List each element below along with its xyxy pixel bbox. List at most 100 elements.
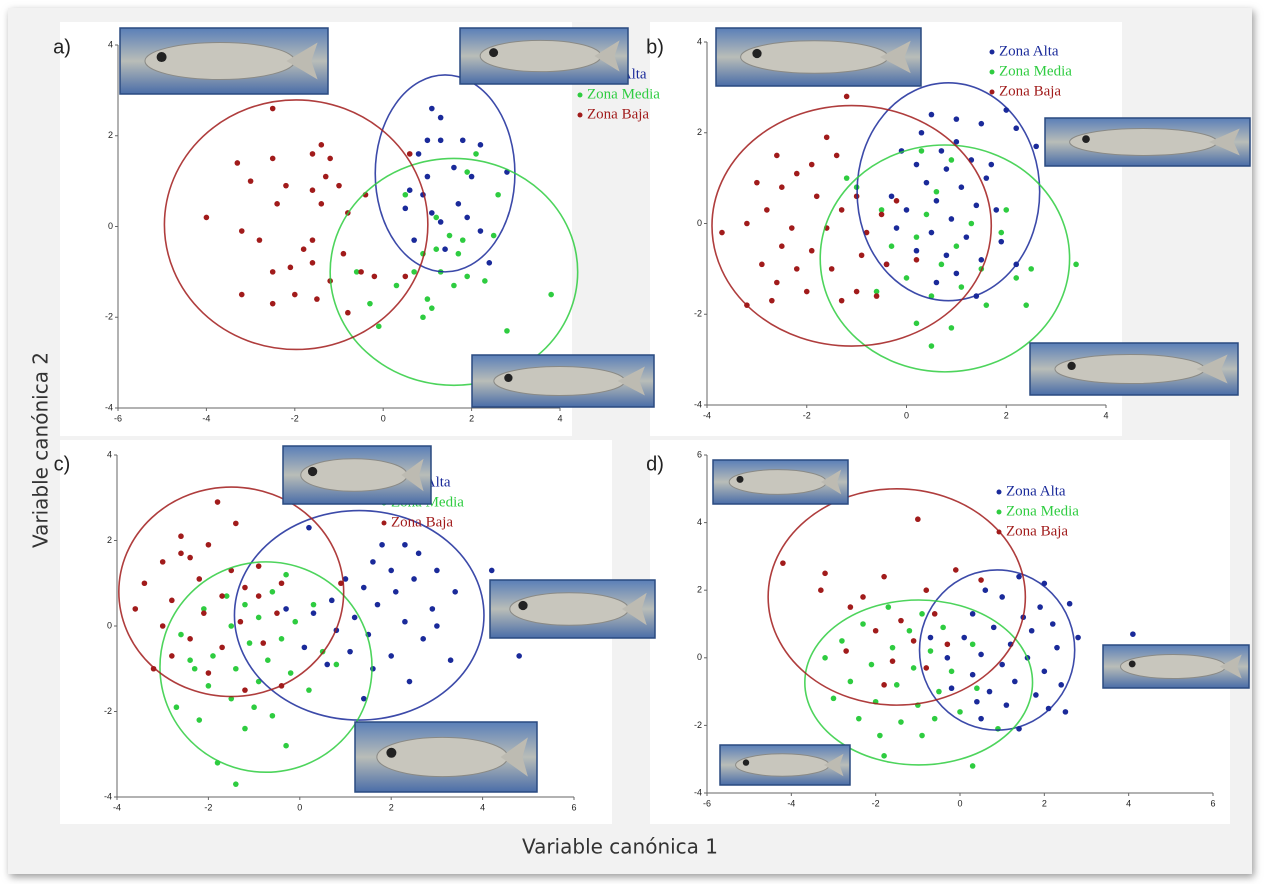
point (999, 662, 1005, 668)
point (824, 134, 830, 140)
point (1058, 682, 1064, 688)
point (932, 716, 938, 722)
x-tick-label: -4 (202, 413, 210, 423)
point (310, 237, 316, 243)
point (433, 246, 439, 252)
legend-marker (382, 521, 387, 526)
fish-eye (518, 601, 527, 610)
point (201, 610, 207, 616)
point (160, 559, 166, 565)
x-tick-label: 0 (381, 413, 386, 423)
fish-eye (157, 52, 167, 62)
point (860, 594, 866, 600)
point (187, 657, 193, 663)
y-tick-label: -4 (694, 399, 702, 409)
point (780, 560, 786, 566)
point (478, 228, 484, 234)
point (914, 162, 920, 168)
point (314, 296, 320, 302)
point (924, 212, 930, 218)
point (844, 94, 850, 100)
point (302, 645, 308, 651)
y-tick-label: 2 (697, 127, 702, 137)
legend-marker (997, 530, 1002, 535)
point (928, 648, 934, 654)
point (890, 645, 896, 651)
point (879, 212, 885, 218)
point (934, 198, 940, 204)
point (270, 589, 276, 595)
point (1029, 628, 1035, 634)
point (473, 151, 479, 157)
point (970, 763, 976, 769)
point (239, 228, 245, 234)
point (869, 662, 875, 668)
point (370, 666, 376, 672)
point (919, 611, 925, 617)
x-tick-label: -4 (703, 410, 711, 420)
point (936, 689, 942, 695)
x-tick-label: 4 (1103, 410, 1108, 420)
x-tick-label: 2 (389, 802, 394, 812)
point (932, 611, 938, 617)
point (233, 781, 239, 787)
point (429, 305, 435, 311)
point (429, 106, 435, 112)
fish-eye (386, 748, 396, 758)
point (754, 180, 760, 186)
point (923, 587, 929, 593)
point (388, 653, 394, 659)
x-tick-label: 4 (557, 413, 562, 423)
point (420, 636, 426, 642)
point (403, 206, 409, 212)
fish-eye (1067, 362, 1075, 370)
point (283, 743, 289, 749)
point (235, 160, 241, 166)
point (239, 292, 245, 298)
legend-label: Zona Alta (1006, 483, 1066, 499)
x-tick-label: 6 (571, 802, 576, 812)
legend-label: Zona Media (999, 63, 1072, 79)
point (809, 162, 815, 168)
point (945, 641, 951, 647)
point (769, 298, 775, 304)
point (939, 262, 945, 268)
point (779, 184, 785, 190)
point (959, 284, 965, 290)
point (944, 252, 950, 258)
point (873, 628, 879, 634)
y-tick-label: 0 (107, 620, 112, 630)
point (160, 623, 166, 629)
point (1063, 709, 1069, 715)
point (1016, 574, 1022, 580)
point (744, 221, 750, 227)
point (270, 301, 276, 307)
point (169, 598, 175, 604)
point (345, 310, 351, 316)
point (822, 571, 828, 577)
point (438, 219, 444, 225)
point (764, 207, 770, 213)
x-tick-label: 2 (1042, 798, 1047, 808)
point (370, 559, 376, 565)
point (848, 604, 854, 610)
x-tick-label: -4 (113, 802, 121, 812)
legend-marker (990, 70, 995, 75)
point (978, 577, 984, 583)
point (495, 192, 501, 198)
point (774, 153, 780, 159)
point (949, 685, 955, 691)
point (336, 183, 342, 189)
point (438, 115, 444, 121)
y-tick-label: 0 (108, 221, 113, 231)
point (911, 665, 917, 671)
point (809, 248, 815, 254)
point (969, 221, 975, 227)
figure: a)-4-2024-6-4-2024Zona AltaZona MediaZon… (0, 0, 1264, 884)
point (970, 611, 976, 617)
point (187, 555, 193, 561)
point (425, 137, 431, 143)
fish-eye (504, 374, 512, 382)
point (959, 184, 965, 190)
point (323, 174, 329, 180)
